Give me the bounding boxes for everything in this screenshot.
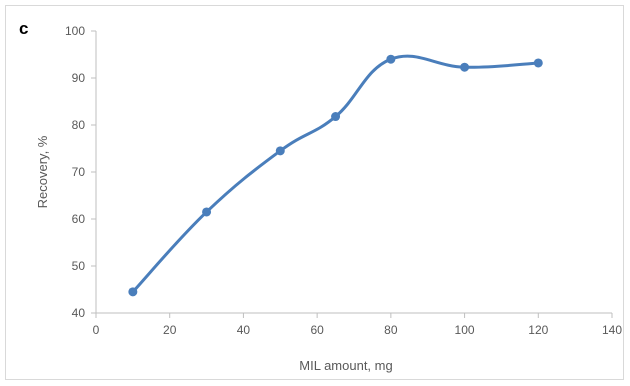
- y-tick-label: 40: [72, 306, 86, 320]
- y-tick-label: 100: [65, 24, 85, 38]
- y-tick-label: 70: [72, 165, 86, 179]
- x-tick-label: 60: [310, 323, 324, 337]
- y-tick-label: 80: [72, 118, 86, 132]
- x-tick-label: 80: [384, 323, 398, 337]
- x-tick-label: 0: [93, 323, 100, 337]
- data-point: [460, 62, 470, 72]
- y-tick-label: 50: [72, 259, 86, 273]
- tick-labels: 0 20 40 60 80 100 120 140 40 50 60 70 80 90 100: [65, 24, 622, 337]
- data-point: [533, 58, 543, 68]
- x-tick-label: 140: [602, 323, 622, 337]
- x-tick-label: 20: [163, 323, 177, 337]
- plot-area: [128, 54, 543, 297]
- data-point: [128, 287, 138, 297]
- data-point: [386, 54, 396, 64]
- axes: [91, 30, 613, 318]
- x-axis-title: MIL amount, mg: [299, 358, 392, 373]
- panel-label: c: [19, 19, 29, 38]
- y-axis-title: Recovery, %: [35, 135, 50, 208]
- series-line: [131, 54, 540, 294]
- x-tick-label: 120: [528, 323, 548, 337]
- x-tick-label: 40: [237, 323, 251, 337]
- y-tick-label: 60: [72, 212, 86, 226]
- x-tick-label: 100: [455, 323, 475, 337]
- data-point: [331, 112, 341, 122]
- data-point: [202, 207, 212, 217]
- y-tick-label: 90: [72, 71, 86, 85]
- chart-frame: [5, 5, 624, 380]
- data-point: [275, 146, 285, 156]
